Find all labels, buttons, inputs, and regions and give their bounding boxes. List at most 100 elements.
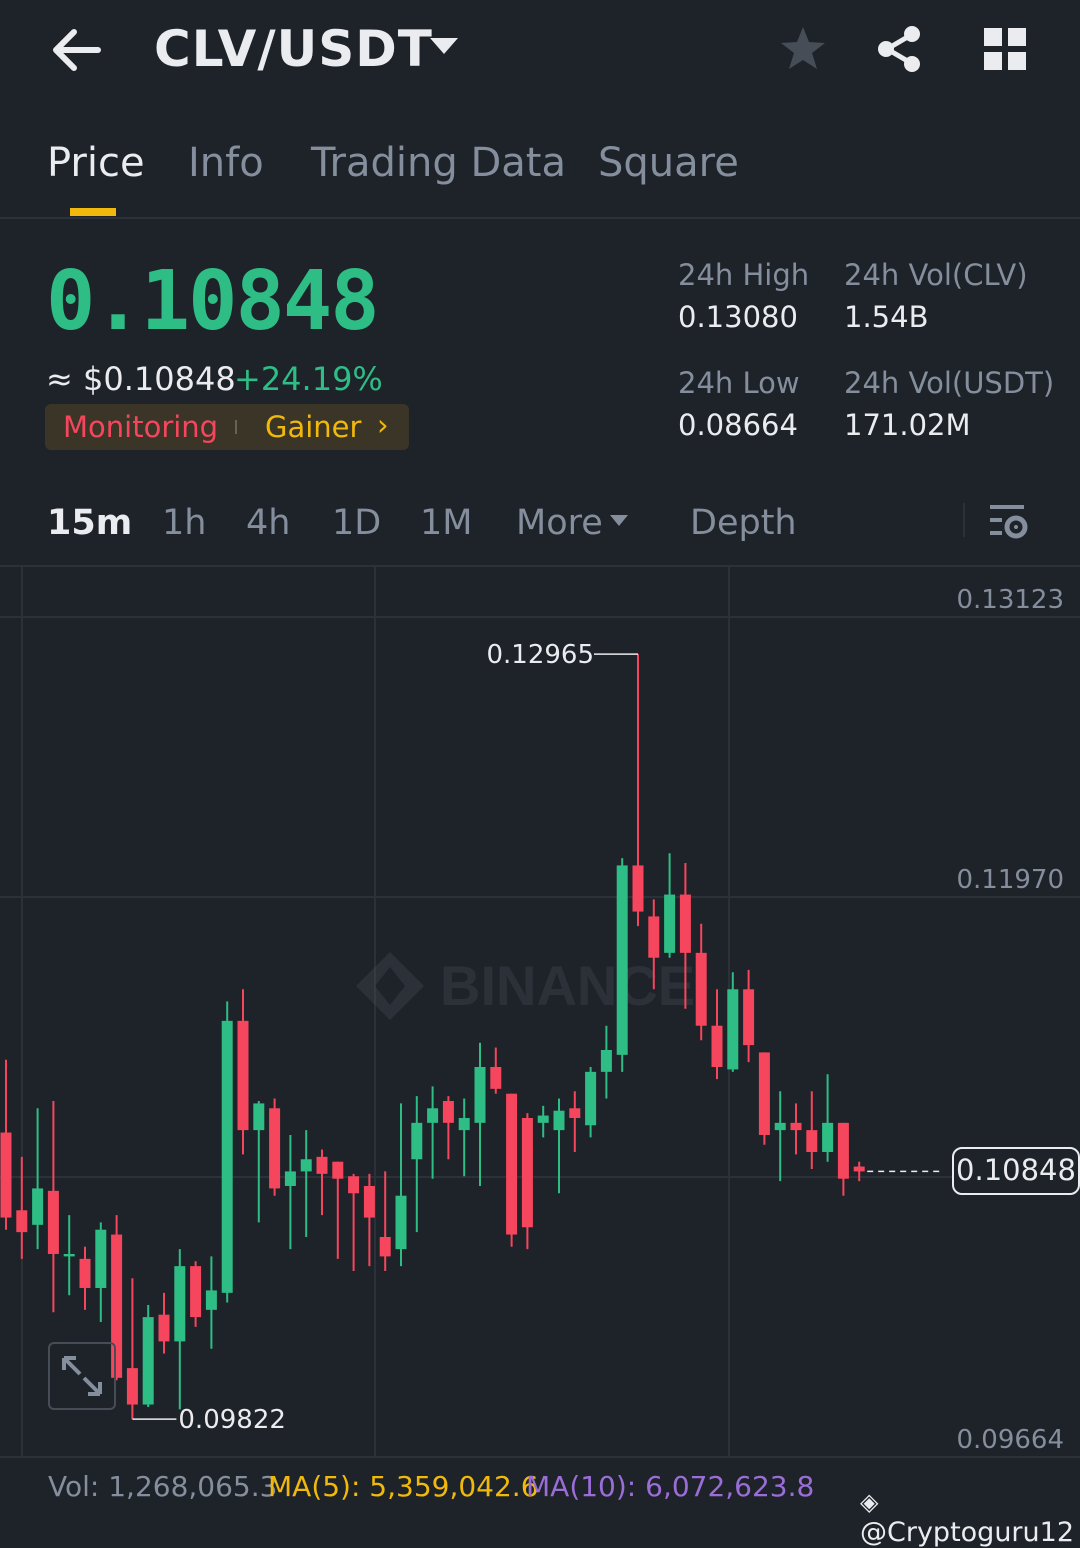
timeframe-separator [963, 503, 965, 537]
more-timeframes-button[interactable]: More [516, 503, 603, 543]
tag-separator [235, 420, 237, 434]
candle-body [648, 916, 660, 958]
tab-trading-data[interactable]: Trading Data [311, 140, 566, 186]
last-price: 0.10848 [46, 254, 380, 349]
timeframe-4h[interactable]: 4h [246, 503, 291, 543]
candle-body [758, 1052, 770, 1135]
candle-body [411, 1122, 423, 1160]
candle-body [442, 1100, 454, 1123]
candle-body [632, 865, 644, 912]
credit-text: @Cryptoguru12 [860, 1517, 1074, 1548]
timeframe-1d[interactable]: 1D [332, 503, 382, 543]
tab-price[interactable]: Price [47, 140, 145, 186]
approx-usd-price: ≈ $0.10848 [46, 360, 236, 398]
candle-body [679, 894, 691, 953]
candle-body [395, 1195, 407, 1250]
candle-body [569, 1108, 581, 1118]
candle-body [490, 1066, 502, 1089]
candle-body [95, 1229, 107, 1288]
candle-body [237, 1020, 249, 1131]
candle-body [790, 1122, 802, 1131]
binance-watermark: BINANCE [356, 952, 695, 1020]
candle-body [553, 1110, 565, 1131]
candle-body [142, 1317, 154, 1405]
candle-body [585, 1071, 597, 1126]
more-caret-icon [610, 515, 628, 526]
share-icon[interactable] [874, 24, 924, 74]
pair-title[interactable]: CLV/USDT [154, 20, 433, 78]
candle-body [664, 894, 676, 953]
chart-settings-icon[interactable] [988, 502, 1030, 542]
candle-body [695, 952, 707, 1026]
gainer-tag[interactable]: Gainer [265, 410, 362, 444]
candle-body [348, 1176, 360, 1194]
chevron-right-icon: › [377, 408, 389, 442]
chart-top-divider [0, 565, 1080, 567]
top-tabs: Price Info Trading Data Square [0, 130, 1080, 218]
monitoring-tag[interactable]: Monitoring [63, 410, 219, 444]
vol-quote-label: 24h Vol(USDT) [844, 366, 1055, 400]
expand-chart-icon[interactable] [48, 1342, 116, 1410]
annotations: 0.12965 0.09822 [132, 640, 940, 1435]
price-change-percent: +24.19% [234, 360, 383, 398]
high-value: 0.13080 [678, 300, 798, 334]
candle-body [458, 1117, 470, 1131]
candle-body [506, 1093, 518, 1235]
low-label: 24h Low [678, 366, 800, 400]
credit-watermark: ◈ @Cryptoguru12 [860, 1486, 1080, 1548]
high-price-label: 0.12965 [486, 640, 594, 670]
high-label: 24h High [678, 258, 810, 292]
candle-body [300, 1159, 312, 1172]
candle-body [269, 1108, 281, 1189]
timeframe-1m[interactable]: 1M [420, 503, 473, 543]
candle-body [0, 1132, 12, 1218]
back-arrow-icon[interactable] [48, 24, 104, 76]
grid [0, 567, 1080, 1457]
candles [0, 654, 865, 1420]
candle-body [158, 1314, 170, 1342]
candle-body [774, 1122, 786, 1131]
candle-body [316, 1156, 328, 1174]
last-price-marker-value: 0.10848 [956, 1153, 1076, 1187]
tab-info[interactable]: Info [188, 140, 264, 186]
y-tick-bottom: 0.09664 [956, 1425, 1064, 1455]
candle-body [16, 1210, 28, 1233]
active-tab-indicator [70, 208, 116, 216]
grid-menu-icon[interactable] [982, 26, 1028, 72]
depth-tab[interactable]: Depth [690, 503, 797, 543]
candle-body [837, 1122, 849, 1179]
candle-body [174, 1266, 186, 1342]
candle-body [853, 1166, 865, 1172]
timeframe-1h[interactable]: 1h [162, 503, 207, 543]
tag-badges[interactable]: Monitoring Gainer › [45, 404, 409, 450]
pair-dropdown-icon[interactable] [430, 38, 458, 54]
candle-body [126, 1368, 138, 1405]
ma10-readout: MA(10): 6,072,623.8 [526, 1470, 815, 1503]
candle-body [616, 865, 628, 1055]
candle-body [332, 1161, 344, 1179]
last-price-marker: 0.10848 [952, 1147, 1080, 1195]
candle-body [63, 1253, 75, 1257]
candle-body [727, 989, 739, 1070]
vol-base-label: 24h Vol(CLV) [844, 258, 1028, 292]
candle-body [205, 1290, 217, 1310]
candle-body [221, 1020, 233, 1293]
tab-square[interactable]: Square [598, 140, 739, 186]
low-value: 0.08664 [678, 408, 798, 442]
timeframe-15m[interactable]: 15m [47, 503, 133, 543]
candle-body [47, 1190, 59, 1254]
low-price-label: 0.09822 [178, 1405, 286, 1435]
candle-body [427, 1108, 439, 1123]
vol-quote-value: 171.02M [844, 408, 971, 442]
y-tick-mid: 0.11970 [956, 865, 1064, 895]
candle-body [32, 1188, 44, 1225]
candle-body [806, 1130, 818, 1152]
favorite-star-icon[interactable] [778, 24, 828, 74]
candle-body [600, 1049, 612, 1072]
candle-body [111, 1234, 123, 1378]
y-tick-top: 0.13123 [956, 585, 1064, 615]
volume-readout: Vol: 1,268,065.3 [48, 1470, 278, 1503]
candlestick-chart[interactable]: BINANCE 0.12965 0.09822 0.13123 0.11970 0… [0, 567, 1080, 1457]
vol-base-value: 1.54B [844, 300, 929, 334]
candle-body [521, 1117, 533, 1228]
